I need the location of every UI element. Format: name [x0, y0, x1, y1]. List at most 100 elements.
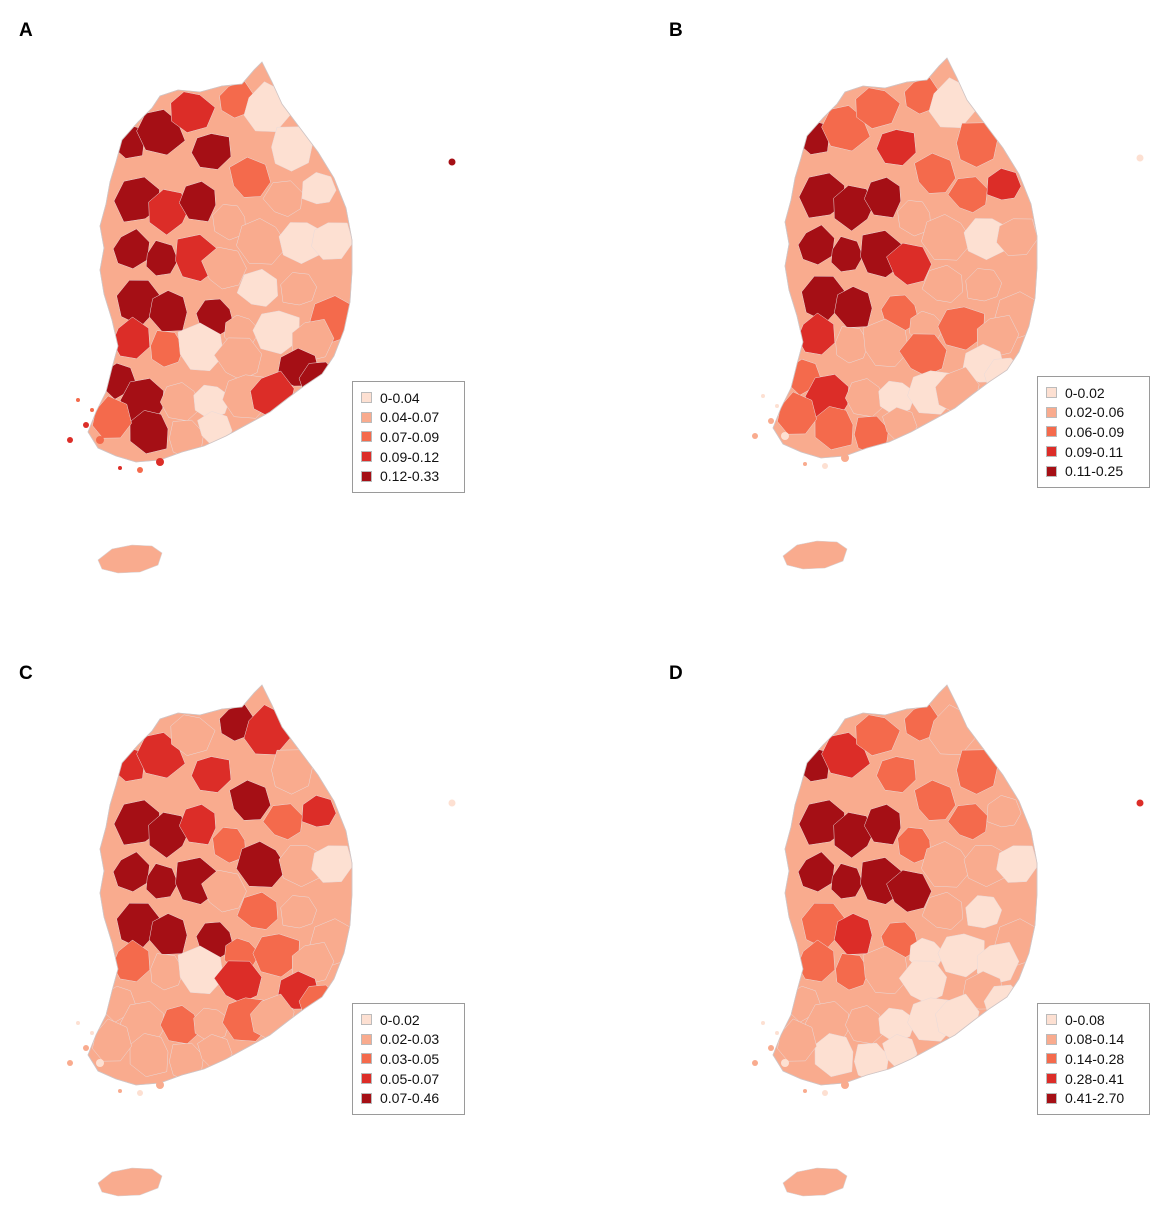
- district-region: [855, 87, 901, 129]
- district-region: [301, 795, 337, 828]
- legend-swatch: [1046, 426, 1057, 438]
- east-island: [1136, 154, 1144, 162]
- district-region: [914, 152, 956, 194]
- legend-item: 0.12-0.33: [361, 466, 456, 486]
- district-region: [814, 1033, 854, 1077]
- legend-label: 0.07-0.46: [380, 1090, 440, 1107]
- legend-item: 0.06-0.09: [1046, 422, 1141, 442]
- legend-item: 0.07-0.09: [361, 427, 456, 447]
- legend-swatch: [361, 392, 372, 404]
- legend-label: 0.02-0.03: [380, 1031, 440, 1048]
- district-region: [876, 756, 917, 793]
- panel-label: A: [19, 20, 33, 41]
- district-region: [834, 913, 873, 955]
- district-region: [150, 953, 184, 991]
- coastal-island: [83, 422, 89, 428]
- district-region: [280, 272, 317, 306]
- east-island: [448, 158, 456, 166]
- coastal-island: [67, 1060, 73, 1066]
- district-region: [965, 268, 1002, 302]
- legend-item: 0.14-0.28: [1046, 1049, 1141, 1069]
- district-region: [150, 330, 184, 368]
- panel-b: B 0-0.02 0.02-0.06 0.06-0.09 0.09-0.11 0…: [585, 0, 1170, 607]
- district-region: [229, 779, 271, 821]
- district-region: [197, 411, 233, 445]
- district-region: [262, 180, 303, 217]
- legend-item: 0-0.02: [361, 1010, 456, 1030]
- district-region: [937, 306, 985, 351]
- district-region: [236, 268, 278, 307]
- legend-swatch: [1046, 1053, 1057, 1065]
- district-region: [201, 246, 247, 290]
- coastal-island: [118, 466, 122, 470]
- legend: 0-0.02 0.02-0.03 0.03-0.05 0.05-0.07 0.0…: [352, 1003, 465, 1115]
- coastal-island: [137, 467, 143, 473]
- legend-label: 0.02-0.06: [1065, 404, 1125, 421]
- district-region: [835, 953, 869, 991]
- coastal-island: [96, 436, 104, 444]
- coastal-island: [96, 1059, 104, 1067]
- coastal-island: [83, 1045, 89, 1051]
- coastal-island: [156, 458, 164, 466]
- coastal-island: [768, 418, 774, 424]
- legend-item: 0.07-0.46: [361, 1088, 456, 1108]
- district-region: [834, 286, 873, 328]
- district-region: [886, 869, 932, 913]
- district-region: [112, 228, 150, 269]
- district-region: [301, 172, 337, 205]
- district-region: [129, 1033, 169, 1077]
- district-region: [914, 779, 956, 821]
- choropleth-map: [752, 684, 1144, 1197]
- district-region: [963, 845, 1011, 887]
- coastal-island: [803, 462, 807, 466]
- district-region: [149, 913, 188, 955]
- mainland-outline: [87, 61, 353, 463]
- legend-item: 0.03-0.05: [361, 1049, 456, 1069]
- district-region: [965, 895, 1002, 929]
- coastal-island: [822, 463, 828, 469]
- choropleth-map: [752, 57, 1144, 570]
- district-region: [937, 933, 985, 978]
- mainland-outline: [772, 684, 1038, 1086]
- district-region: [864, 804, 901, 845]
- district-region: [876, 129, 917, 166]
- district-region: [280, 895, 317, 929]
- district-region: [862, 318, 909, 368]
- choropleth-map: [67, 684, 456, 1197]
- coastal-island: [76, 398, 80, 402]
- district-region: [862, 945, 909, 995]
- district-region: [278, 222, 326, 264]
- district-region: [814, 406, 854, 450]
- legend-item: 0-0.04: [361, 388, 456, 408]
- district-region: [921, 264, 963, 303]
- legend-item: 0.05-0.07: [361, 1069, 456, 1089]
- district-region: [855, 714, 901, 756]
- legend-swatch: [1046, 406, 1057, 418]
- district-region: [112, 851, 150, 892]
- coastal-island: [76, 1021, 80, 1025]
- district-region: [278, 845, 326, 887]
- legend-label: 0.12-0.33: [380, 468, 440, 485]
- legend-label: 0-0.08: [1065, 1011, 1105, 1028]
- legend-swatch: [361, 1033, 372, 1045]
- district-region: [197, 1034, 233, 1068]
- legend-item: 0.02-0.03: [361, 1030, 456, 1050]
- coastal-island: [156, 1081, 164, 1089]
- district-region: [963, 218, 1011, 260]
- district-region: [252, 310, 300, 355]
- legend-label: 0.06-0.09: [1065, 423, 1125, 440]
- district-region: [882, 1034, 918, 1068]
- coastal-island: [137, 1090, 143, 1096]
- coastal-island: [752, 433, 758, 439]
- jeju-island: [782, 1167, 848, 1197]
- legend-swatch: [361, 1073, 372, 1085]
- jeju-island: [782, 540, 848, 570]
- legend-label: 0.28-0.41: [1065, 1070, 1125, 1087]
- mainland-outline: [772, 57, 1038, 459]
- panel-label: B: [669, 20, 683, 41]
- district-region: [212, 827, 247, 864]
- coastal-island: [768, 1045, 774, 1051]
- district-region: [797, 851, 835, 892]
- coastal-island: [118, 1089, 122, 1093]
- legend-label: 0.14-0.28: [1065, 1050, 1125, 1067]
